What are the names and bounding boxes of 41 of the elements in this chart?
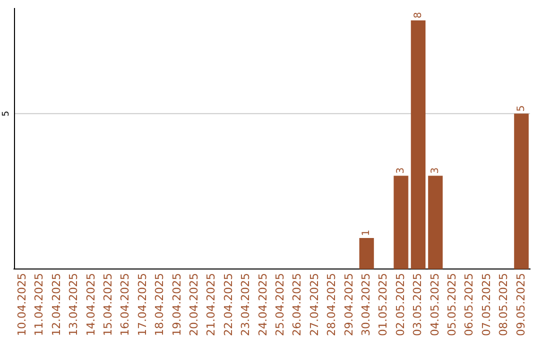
x-tick-label: 06.05.2025	[462, 273, 476, 336]
bar	[410, 20, 426, 270]
data-label: 8	[412, 12, 424, 18]
data-label: 3	[430, 167, 441, 174]
x-tick-label: 01.05.2025	[376, 273, 390, 336]
x-tick-label: 05.05.2025	[445, 273, 458, 336]
x-tick-label: 18.04.2025	[153, 273, 166, 336]
x-tick-label: 21.04.2025	[204, 273, 218, 336]
bar	[514, 114, 529, 270]
x-tick-label: 30.04.2025	[359, 273, 372, 336]
x-tick-label: 07.05.2025	[480, 273, 493, 336]
ref-line-label: 5	[1, 110, 12, 117]
x-tick-label: 22.04.2025	[222, 273, 235, 336]
data-label: 1	[361, 230, 372, 236]
x-tick-label: 16.04.2025	[118, 273, 132, 336]
x-tick-label: 28.04.2025	[325, 273, 338, 336]
x-tick-label: 14.04.2025	[84, 273, 98, 336]
x-tick-label: 17.04.2025	[136, 273, 149, 336]
bar	[428, 176, 443, 270]
x-tick-label: 24.04.2025	[256, 273, 270, 336]
x-tick-label: 26.04.2025	[290, 273, 304, 336]
x-tick-label: 25.04.2025	[273, 273, 286, 336]
x-tick-label: 09.05.2025	[514, 273, 528, 336]
x-tick-label: 02.05.2025	[394, 273, 407, 336]
x-tick-label: 15.04.2025	[101, 273, 114, 336]
x-tick-label: 13.04.2025	[67, 273, 80, 336]
x-tick-label: 12.04.2025	[50, 273, 63, 336]
x-tick-label: 20.04.2025	[187, 273, 200, 336]
x-tick-label: 27.04.2025	[308, 273, 321, 336]
bar	[359, 238, 374, 270]
x-tick-label: 03.05.2025	[411, 273, 424, 336]
x-tick-label: 11.04.2025	[32, 273, 46, 336]
x-tick-label: 19.04.2025	[170, 273, 184, 336]
data-label: 3	[396, 167, 407, 174]
x-tick-label: 10.04.2025	[15, 273, 28, 336]
x-tick-label: 23.04.2025	[239, 273, 252, 336]
data-label: 5	[516, 105, 527, 112]
x-tick-label: 08.05.2025	[497, 273, 510, 336]
bar	[394, 176, 408, 270]
x-tick-label: 04.05.2025	[428, 273, 442, 336]
x-tick-label: 29.04.2025	[342, 273, 356, 336]
